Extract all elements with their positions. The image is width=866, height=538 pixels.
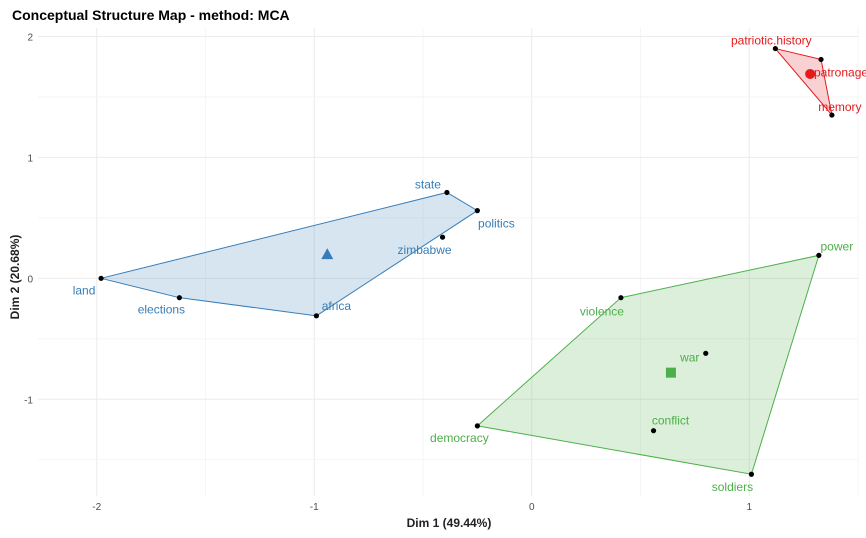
cluster-hull-2 [476, 254, 820, 475]
point-label-zimbabwe: zimbabwe [398, 243, 452, 257]
cluster-hull-3 [773, 47, 833, 117]
data-point-politics [474, 208, 480, 214]
y-tick-label: 0 [27, 274, 33, 285]
data-point-soldiers [748, 471, 755, 477]
data-point-memory [829, 112, 835, 118]
y-tick-label: -1 [24, 395, 33, 406]
cluster-hull-1 [100, 191, 479, 317]
point-label-democracy: democracy [430, 431, 489, 445]
x-tick-label: -1 [310, 502, 319, 513]
point-label-patriotic-history: patriotic.history [731, 34, 812, 48]
data-point-zimbabwe [439, 234, 446, 240]
y-tick-label: 2 [27, 32, 33, 43]
y-tick-label: 1 [27, 153, 33, 164]
point-label-war: war [679, 350, 699, 364]
point-label-violence: violence [580, 305, 624, 319]
point-label-state: state [415, 177, 441, 191]
point-label-africa: africa [322, 299, 352, 313]
data-point-violence [618, 295, 624, 301]
data-point-land [98, 275, 104, 281]
data-point-war [703, 350, 709, 356]
data-point-state [444, 189, 450, 196]
cluster-centroids [321, 68, 816, 378]
centroid-marker-1 [321, 248, 334, 260]
cluster-hulls [100, 47, 833, 475]
x-tick-label: -2 [92, 502, 101, 513]
point-label-conflict: conflict [652, 414, 690, 428]
point-label-land: land [73, 283, 96, 297]
chart-title: Conceptual Structure Map - method: MCA [12, 7, 290, 23]
point-label-memory: memory [818, 100, 861, 114]
x-tick-label: 1 [746, 502, 752, 513]
point-label-soldiers: soldiers [712, 480, 753, 494]
point-label-patronage: patronage [814, 65, 866, 79]
tick-labels: -2 -1 0 1 -1 0 1 2 [24, 32, 752, 513]
data-point-elections [176, 295, 182, 301]
point-label-politics: politics [478, 217, 515, 231]
y-axis-label: Dim 2 (20.68%) [8, 235, 22, 320]
point-label-elections: elections [138, 303, 185, 317]
point-label-power: power [821, 239, 854, 253]
grid [38, 28, 859, 496]
data-point-africa [313, 313, 320, 319]
point-labels: land elections africa zimbabwe politics state… [73, 34, 866, 495]
centroid-marker-3 [805, 68, 816, 79]
data-point-patriotic-history [772, 45, 778, 52]
data-point-democracy [474, 423, 480, 429]
data-point-power [816, 252, 822, 258]
x-axis-label: Dim 1 (49.44%) [407, 516, 492, 530]
data-point-conflict [650, 428, 657, 434]
x-tick-label: 0 [529, 502, 535, 513]
data-point-patronage [818, 56, 824, 63]
centroid-marker-2 [665, 367, 676, 378]
data-points [98, 45, 835, 477]
